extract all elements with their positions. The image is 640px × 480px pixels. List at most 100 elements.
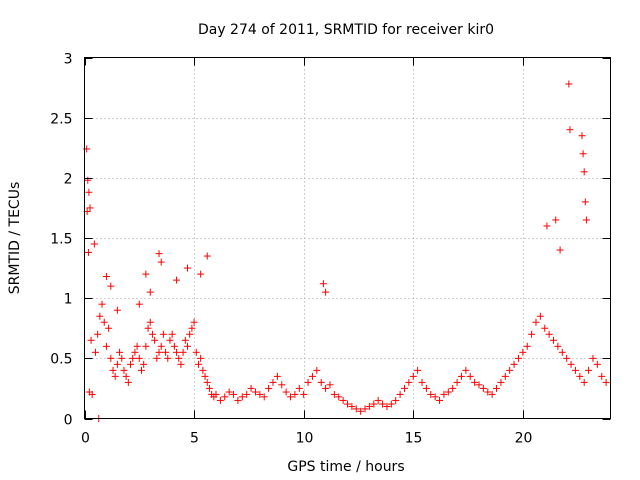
data-point [199, 366, 207, 374]
data-point [247, 384, 255, 392]
data-point [581, 198, 589, 206]
data-point [365, 402, 373, 410]
data-point [361, 405, 369, 413]
data-point [273, 372, 281, 380]
data-point [127, 360, 135, 368]
data-point [418, 378, 426, 386]
data-point [523, 342, 531, 350]
data-point [519, 348, 527, 356]
data-point [514, 354, 522, 362]
data-point [166, 336, 174, 344]
data-point [449, 384, 457, 392]
data-point [175, 354, 183, 362]
data-point [457, 372, 465, 380]
data-point [162, 348, 170, 356]
data-point [501, 372, 509, 380]
data-point [282, 388, 290, 396]
data-point [84, 248, 92, 256]
data-point [427, 390, 435, 398]
data-point [133, 342, 141, 350]
data-point [278, 381, 286, 389]
data-point [260, 393, 268, 401]
data-point [493, 384, 501, 392]
data-point [212, 390, 220, 398]
data-point [122, 372, 130, 380]
data-point [536, 312, 544, 320]
data-point [135, 354, 143, 362]
data-point [131, 348, 139, 356]
x-tick-label: 5 [190, 431, 199, 447]
data-point [142, 270, 150, 278]
x-tick-label: 10 [296, 431, 314, 447]
data-point [177, 360, 185, 368]
data-point [593, 360, 601, 368]
data-point [197, 270, 205, 278]
data-point [554, 342, 562, 350]
data-point [348, 402, 356, 410]
x-tick-label: 20 [515, 431, 533, 447]
data-point [453, 378, 461, 386]
data-point [205, 384, 213, 392]
data-point [440, 390, 448, 398]
data-point [357, 407, 365, 415]
data-point [532, 318, 540, 326]
data-point [243, 390, 251, 398]
data-point [146, 318, 154, 326]
data-point [335, 393, 343, 401]
x-tick-label: 0 [81, 431, 90, 447]
data-point [387, 400, 395, 408]
data-point [308, 372, 316, 380]
data-point [383, 402, 391, 410]
data-point [181, 336, 189, 344]
data-point [109, 366, 117, 374]
x-tick-label: 15 [405, 431, 423, 447]
data-point [88, 390, 96, 398]
data-point [566, 126, 574, 134]
data-point [528, 330, 536, 338]
data-point [409, 372, 417, 380]
data-point [137, 366, 145, 374]
data-point [582, 216, 590, 224]
data-point [405, 378, 413, 386]
data-point [326, 381, 334, 389]
data-point [313, 366, 321, 374]
y-tick-label: 0 [64, 413, 73, 429]
data-point [304, 378, 312, 386]
data-point [168, 330, 176, 338]
data-point [100, 318, 108, 326]
x-axis-label: GPS time / hours [287, 459, 404, 475]
data-point [186, 330, 194, 338]
data-point [124, 378, 132, 386]
data-point [436, 396, 444, 404]
data-point [179, 348, 187, 356]
data-point [497, 378, 505, 386]
data-point [113, 306, 121, 314]
data-point [550, 336, 558, 344]
data-point [552, 216, 560, 224]
data-point [580, 378, 588, 386]
data-point [107, 354, 115, 362]
data-point [107, 282, 115, 290]
data-point [144, 324, 152, 332]
data-point [192, 348, 200, 356]
data-point [379, 400, 387, 408]
data-point [479, 384, 487, 392]
data-point [545, 330, 553, 338]
data-point [142, 342, 150, 350]
data-point [90, 240, 98, 248]
data-point [234, 396, 242, 404]
data-point [120, 366, 128, 374]
data-point [157, 258, 165, 266]
data-point [84, 176, 92, 184]
data-point [295, 384, 303, 392]
y-tick-label: 1.5 [50, 232, 72, 248]
data-point [102, 273, 110, 281]
data-point [203, 252, 211, 260]
axis-ticks: 0 0.5 1 1.5 2 2.5 3 0 5 10 15 20 [50, 52, 611, 447]
data-point [94, 330, 102, 338]
data-point [87, 336, 95, 344]
data-point [173, 276, 181, 284]
data-point [135, 300, 143, 308]
data-point [330, 390, 338, 398]
